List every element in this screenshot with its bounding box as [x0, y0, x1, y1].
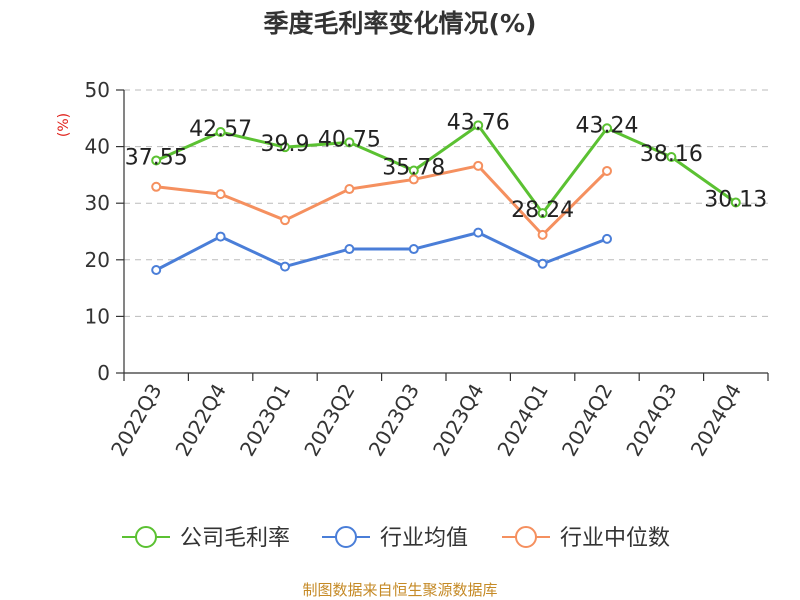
x-tick-label: 2024Q4: [686, 380, 746, 461]
series-0-point: [215, 127, 226, 138]
series-2-point: [280, 215, 290, 226]
x-tick-label: 2023Q4: [428, 380, 488, 461]
series-0-point: [280, 142, 290, 153]
chart-title: 季度毛利率变化情况(%): [264, 9, 537, 38]
series-0-point: [666, 152, 677, 163]
series-1-point: [344, 244, 355, 255]
series-2-point: [215, 189, 226, 200]
series-0-point: [537, 208, 548, 219]
x-tick-label: 2023Q3: [364, 380, 424, 461]
data-label: 35.78: [382, 155, 445, 180]
series-1-point: [151, 264, 162, 275]
series-line-0: [155, 123, 737, 215]
series-1-point: [537, 258, 548, 269]
x-tick-label: 2024Q2: [557, 380, 617, 461]
series-0-point: [730, 197, 741, 208]
y-tick-label: 10: [85, 304, 110, 328]
x-tick-label: 2024Q3: [621, 380, 681, 461]
legend-swatch-marker: [135, 526, 157, 548]
series-2-point: [344, 184, 355, 195]
legend-swatch-marker: [335, 526, 357, 548]
y-tick-label: 20: [85, 248, 110, 272]
series-line-1: [155, 231, 608, 272]
legend-label: 行业均值: [380, 526, 468, 551]
y-tick-label: 50: [85, 78, 110, 102]
series-0-point: [473, 120, 484, 131]
legend-label: 行业中位数: [560, 526, 670, 551]
data-label: 28.24: [511, 198, 574, 223]
series-1-point: [408, 244, 419, 255]
x-tick-label: 2022Q3: [106, 380, 166, 461]
y-tick-label: 40: [85, 135, 110, 159]
x-tick-label: 2023Q2: [299, 380, 359, 461]
series-1-point: [473, 227, 484, 238]
data-label: 39.9: [261, 132, 310, 157]
series-0-point: [344, 137, 355, 148]
series-0-point: [151, 155, 162, 166]
source-note: 制图数据来自恒生聚源数据库: [302, 581, 497, 599]
series-line-2: [156, 164, 609, 237]
data-label: 42.57: [189, 117, 252, 142]
data-label: 43.76: [447, 110, 510, 135]
series-0-point: [602, 123, 612, 134]
y-tick-label: 30: [85, 191, 110, 215]
series-1-point: [602, 233, 612, 244]
data-label: 40.75: [318, 127, 381, 152]
data-label: 38.16: [640, 142, 703, 167]
legend-label: 公司毛利率: [180, 526, 290, 551]
series-2-point: [537, 229, 548, 240]
series-1-point: [215, 231, 226, 242]
data-label: 43.24: [576, 113, 639, 138]
series-2-point: [408, 174, 419, 185]
series-2-point: [151, 181, 162, 192]
legend-swatch-marker: [515, 526, 537, 548]
data-label: 30.13: [704, 187, 767, 212]
x-tick-label: 2022Q4: [170, 380, 230, 461]
legend: 公司毛利率 行业均值 行业中位数: [122, 526, 670, 551]
series-2-point: [473, 160, 484, 171]
y-axis-label: (%): [56, 113, 72, 137]
x-tick-label: 2023Q1: [235, 380, 295, 461]
plot-series: [151, 120, 741, 275]
y-tick-label: 0: [97, 361, 110, 385]
x-tick-label: 2024Q1: [492, 380, 552, 461]
series-2-point: [602, 165, 612, 176]
data-label: 37.55: [125, 145, 188, 170]
series-1-point: [280, 261, 290, 272]
